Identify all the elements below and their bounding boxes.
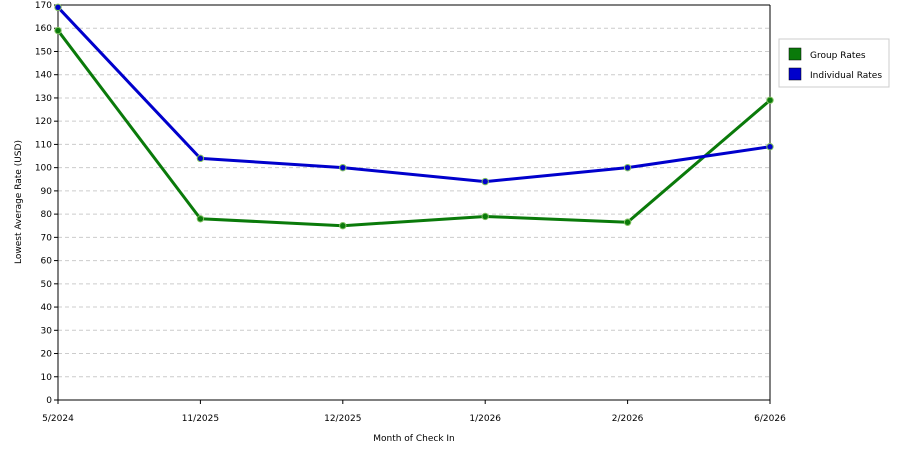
x-tick-label: 1/2026 [469,414,501,424]
data-point-individual-rates [481,177,489,186]
data-point-group-rates [54,26,62,35]
y-tick-label: 130 [35,94,52,104]
y-tick-label: 120 [35,117,52,127]
x-tick-label: 12/2025 [324,414,361,424]
y-tick-label: 90 [41,187,53,197]
y-axis-title: Lowest Average Rate (USD) [14,140,24,264]
x-tick-label: 5/2024 [42,414,74,424]
y-tick-label: 40 [41,303,53,313]
y-tick-label: 60 [41,257,53,267]
data-point-group-rates [339,222,347,230]
y-tick-label: 50 [41,280,53,290]
data-point-individual-rates [196,154,205,163]
y-tick-label: 100 [35,164,52,174]
data-point-group-rates [766,96,774,104]
y-tick-label: 160 [35,24,52,34]
y-tick-label: 10 [41,373,53,383]
y-tick-label: 70 [41,233,53,243]
y-tick-label: 110 [35,140,52,150]
y-tick-label: 150 [35,47,52,57]
y-tick-label: 140 [35,71,52,81]
series [54,3,774,230]
tick-labels: 0 10 20 30 40 50 60 70 80 90 100 110 120 130 140 150 160… [35,1,786,424]
x-tick-label: 2/2026 [612,414,644,424]
y-tick-label: 80 [41,210,53,220]
data-point-group-rates [623,218,632,226]
data-point-individual-rates [54,3,62,12]
y-tick-label: 170 [35,1,52,11]
legend-label-individual-rates: Individual Rates [810,71,882,81]
series-line-individual-rates [56,6,771,184]
x-axis-title: Month of Check In [373,434,455,444]
legend: Group Rates Individual Rates [778,38,890,88]
x-tick-label: 6/2026 [754,414,786,424]
data-point-individual-rates [766,143,774,151]
data-point-individual-rates [623,163,632,172]
y-tick-label: 20 [41,350,53,360]
axes [54,4,771,404]
x-tick-label: 11/2025 [182,414,219,424]
data-point-individual-rates [339,163,347,172]
legend-swatch-group-rates [788,47,802,61]
y-tick-label: 30 [41,326,53,336]
data-point-group-rates [196,215,205,223]
data-point-group-rates [481,212,489,221]
legend-label-group-rates: Group Rates [810,51,866,61]
legend-swatch-individual-rates [788,67,802,81]
series-line-group-rates [56,29,771,228]
y-tick-label: 0 [46,396,52,406]
